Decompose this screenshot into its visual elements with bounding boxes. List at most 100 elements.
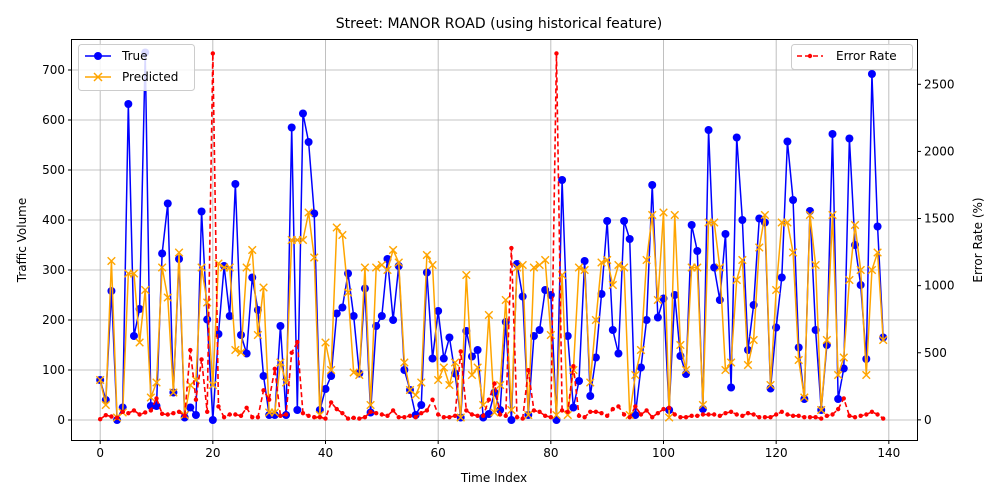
- series-error-rate-point: [205, 409, 210, 415]
- series-true-point: [653, 313, 662, 322]
- series-predicted-point: [591, 315, 601, 325]
- series-predicted-point: [484, 310, 494, 320]
- y-ticks: 0 100 200 300 400 500 600 700: [42, 63, 72, 427]
- series-true-point: [327, 372, 336, 380]
- y-tick-label: 200: [42, 313, 65, 327]
- series-predicted-point: [574, 263, 584, 272]
- series-true-point: [586, 392, 595, 400]
- series-predicted-point: [383, 265, 392, 275]
- series-predicted-point: [462, 270, 471, 280]
- series-error-rate-point: [875, 412, 880, 417]
- series-error-rate-point: [661, 406, 666, 412]
- series-error-rate-point: [723, 410, 728, 416]
- series-predicted-point: [298, 235, 308, 245]
- series-error-rate-point: [543, 413, 548, 419]
- series-error-rate-point: [497, 412, 503, 417]
- series-predicted-point: [788, 248, 798, 257]
- series-error-rate-point: [588, 409, 593, 415]
- series-error-rate-point: [616, 404, 621, 409]
- series-error-rate-point: [295, 339, 300, 345]
- series-error-rate-point: [97, 416, 103, 422]
- series-true-point: [704, 126, 713, 134]
- series-error-rate-point: [357, 416, 362, 421]
- series-true-point: [721, 230, 730, 238]
- series-predicted-point: [783, 218, 792, 227]
- series-predicted-point: [743, 360, 753, 370]
- series-predicted-point: [439, 363, 449, 372]
- series-true-point: [558, 176, 567, 184]
- series-error-rate-point: [283, 412, 289, 417]
- series-true-point: [783, 137, 792, 146]
- series-predicted-point: [225, 263, 235, 272]
- series-error-rate-point: [154, 396, 159, 401]
- series-error-rate-point: [824, 413, 830, 419]
- series-true-point: [777, 273, 786, 282]
- series-predicted-point: [152, 378, 161, 387]
- series-true-point: [225, 312, 234, 320]
- series-error-rate-point: [593, 409, 599, 415]
- series-error-rate-point: [165, 412, 170, 417]
- series-error-rate-point: [819, 416, 824, 421]
- series-true-point: [445, 333, 454, 342]
- series-error-rate-point: [233, 412, 238, 417]
- series-predicted-point: [794, 355, 803, 365]
- series-true-point: [276, 322, 285, 330]
- series-error-rate-point: [638, 412, 644, 417]
- series-error-rate-point: [841, 396, 846, 401]
- series-predicted-point: [619, 263, 629, 272]
- series-error-rate-point: [250, 414, 255, 420]
- series-true-point: [862, 355, 871, 363]
- series-error-rate-point: [672, 412, 677, 417]
- series-error-rate-point: [374, 410, 379, 416]
- series-error-rate-point: [351, 415, 356, 421]
- series-true-point: [738, 216, 747, 224]
- legend-right: Error Rate: [791, 44, 913, 70]
- series-error-rate-point: [852, 414, 858, 420]
- series-predicted-point: [670, 210, 680, 220]
- series-error-rate-point: [143, 410, 148, 415]
- series-predicted-point: [828, 210, 837, 220]
- series-true-point: [158, 249, 167, 258]
- series-error-rate-point: [864, 412, 869, 417]
- series-predicted-point: [343, 288, 353, 297]
- series-true-point: [107, 287, 116, 295]
- series-predicted-point: [101, 400, 111, 410]
- series-predicted-point: [811, 260, 820, 270]
- y-tick-label: 600: [42, 113, 65, 127]
- series-error-rate-point: [188, 347, 193, 353]
- series-predicted-point: [422, 250, 432, 260]
- series-error-rate-point: [655, 410, 661, 416]
- series-true-point: [580, 257, 589, 265]
- series-predicted-point: [247, 245, 257, 255]
- series-true-point: [710, 263, 719, 272]
- series-true-point: [614, 349, 623, 358]
- series-error-rate-point: [424, 408, 430, 413]
- y2-tick-label: 1500: [924, 212, 955, 226]
- series-error-rate-point: [734, 412, 739, 417]
- legend-true-marker: [94, 52, 102, 60]
- series-error-rate-point: [402, 414, 407, 420]
- series-predicted-point: [450, 358, 460, 367]
- series-true-point: [124, 100, 133, 108]
- series-error-rate-point: [334, 406, 339, 412]
- series-error-rate-point: [137, 412, 142, 417]
- series-predicted-point: [597, 258, 606, 267]
- series-true-point: [625, 235, 634, 243]
- series-predicted-point: [698, 400, 708, 410]
- series-error-rate-point: [728, 409, 734, 415]
- series-true-point: [789, 196, 798, 204]
- x-tick-label: 120: [765, 446, 788, 460]
- series-predicted-point: [445, 380, 454, 390]
- series-error-rate-point: [565, 409, 570, 415]
- series-error-rate-point: [430, 397, 435, 402]
- series-error-rate-point: [531, 408, 537, 413]
- series-true-point: [214, 330, 223, 338]
- series-predicted-point: [766, 380, 775, 390]
- series-error-rate-point: [114, 415, 120, 421]
- series-true-point: [569, 403, 578, 412]
- series-predicted-point: [259, 283, 268, 292]
- series-error-rate-point: [458, 349, 463, 354]
- y-tick-label: 400: [42, 213, 65, 227]
- series-predicted-point: [833, 370, 843, 380]
